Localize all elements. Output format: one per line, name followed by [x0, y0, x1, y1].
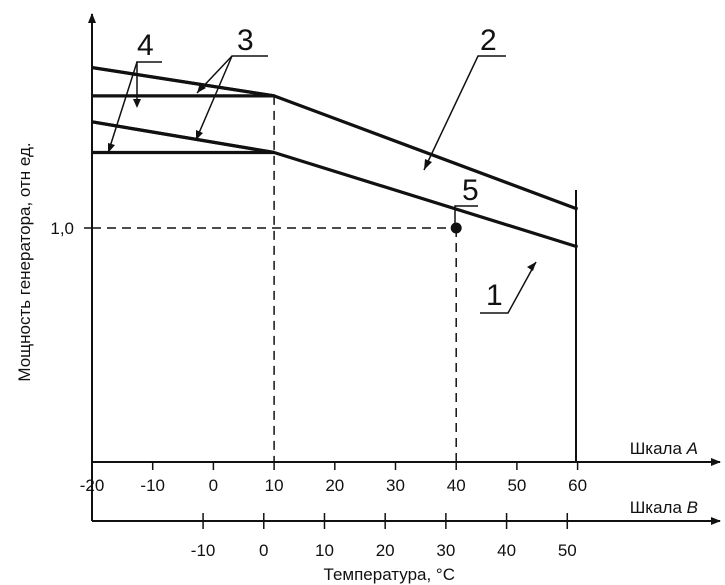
- leader-arrow-2: [424, 159, 432, 170]
- scale-a-tick-label: -10: [140, 476, 165, 495]
- leader-arrow-1: [527, 262, 536, 271]
- scale-b-tick-label: -10: [191, 541, 216, 560]
- scale-a-tick-label: 0: [209, 476, 218, 495]
- scale-b-label: Шкала B: [630, 498, 698, 517]
- series-line-2: [91, 65, 579, 211]
- y-axis-title: Мощность генератора, отн ед.: [15, 142, 34, 381]
- scale-b-tick-label: 50: [558, 541, 577, 560]
- data-point-5: [450, 222, 462, 234]
- leader-line-4b: [107, 61, 138, 154]
- scale-a-tick-label: 60: [568, 476, 587, 495]
- leader-line-2: [423, 55, 506, 171]
- scale-a-label: Шкала A: [630, 439, 698, 458]
- callout-label-3: 3: [237, 24, 254, 57]
- scale-a-tick-label: 30: [386, 476, 405, 495]
- leader-line-1: [480, 261, 537, 314]
- callout-label-2: 2: [480, 24, 497, 57]
- chart-marks: -20 -10 0 10 20 30 40 50 60 -10 0 10 20 30 40 50: [80, 55, 587, 560]
- series-line-3-lower: [91, 120, 275, 155]
- callout-label-5: 5: [462, 174, 479, 207]
- scale-b-tick-label: 10: [315, 541, 334, 560]
- scale-b-tick-label: 0: [259, 541, 268, 560]
- scale-a-tick-label: 50: [507, 476, 526, 495]
- leader-arrow-3b: [196, 130, 203, 140]
- scale-b-letter: B: [687, 498, 698, 517]
- scale-a-tick-label: 20: [325, 476, 344, 495]
- leader-arrow-4a: [133, 99, 141, 108]
- callout-label-1: 1: [486, 279, 503, 312]
- scale-b-tick-label: 30: [436, 541, 455, 560]
- scale-a-letter: A: [686, 439, 698, 458]
- callout-label-4: 4: [137, 29, 154, 62]
- scale-a-tick-label: 10: [265, 476, 284, 495]
- scale-b-tick-label: 40: [497, 541, 516, 560]
- scale-a-tick-label: -20: [80, 476, 105, 495]
- scale-b-prefix: Шкала: [630, 498, 687, 517]
- y-tick-label: 1,0: [50, 219, 74, 238]
- leader-line-3b: [195, 55, 233, 141]
- leader-arrow-3a: [197, 83, 206, 93]
- leader-line-5: [454, 205, 478, 224]
- x-axis-title: Температура, °C: [324, 565, 455, 584]
- series-line-3-upper: [91, 65, 275, 98]
- scale-b-tick-label: 20: [376, 541, 395, 560]
- leader-arrow-4b: [108, 143, 115, 153]
- leader-line-3a: [196, 55, 268, 94]
- scale-a-prefix: Шкала: [630, 439, 687, 458]
- scale-a-tick-label: 40: [447, 476, 466, 495]
